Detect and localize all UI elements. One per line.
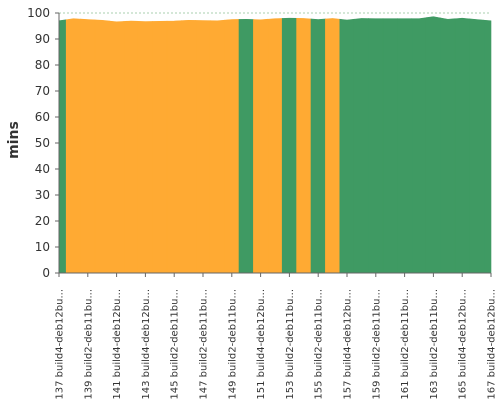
build-band-143 (137, 21, 153, 274)
x-tick-label: #147 build2-deb11bu... (199, 289, 210, 400)
build-band-161 (397, 18, 413, 274)
build-band-141 (109, 20, 125, 274)
x-tick-label: #159 build2-deb11bu... (371, 289, 382, 400)
build-band-152 (267, 18, 283, 274)
x-tick-labels: #137 build4-deb12bu... #139 build2-deb11b… (55, 273, 498, 400)
build-band-144 (152, 20, 168, 274)
build-band-146 (181, 19, 197, 274)
y-tick-labels: 0 10 20 30 40 50 60 70 80 90 100 (27, 6, 59, 280)
y-tick-label: 90 (35, 32, 50, 46)
build-band-155 (310, 18, 326, 274)
y-axis-label: mins (6, 121, 22, 159)
build-band-151 (253, 18, 269, 274)
build-band-154 (296, 18, 312, 274)
build-band-138 (65, 18, 81, 274)
y-tick-label: 60 (35, 110, 50, 124)
build-band-158 (353, 18, 369, 274)
x-tick-label: #139 build2-deb11bu... (83, 289, 94, 400)
y-tick-label: 50 (35, 136, 50, 150)
build-band-167 (483, 19, 492, 274)
build-band-149 (224, 19, 240, 274)
build-bands (58, 16, 492, 274)
build-band-153 (281, 17, 297, 274)
build-band-159 (368, 18, 384, 274)
y-tick-label: 70 (35, 84, 50, 98)
build-band-157 (339, 18, 355, 274)
y-tick-label: 100 (27, 6, 50, 20)
build-band-156 (325, 18, 341, 274)
build-band-150 (238, 18, 254, 274)
build-band-139 (80, 18, 96, 274)
build-band-166 (469, 18, 485, 274)
x-tick-label: #163 build2-deb11bu... (429, 289, 440, 400)
build-band-160 (382, 18, 398, 274)
y-tick-label: 0 (42, 266, 50, 280)
x-tick-label: #161 build2-deb11bu... (400, 289, 411, 400)
build-band-148 (209, 19, 225, 274)
x-tick-label: #143 build4-deb12bu... (141, 289, 152, 400)
y-tick-label: 40 (35, 162, 50, 176)
y-tick-label: 80 (35, 58, 50, 72)
y-tick-label: 30 (35, 188, 50, 202)
x-tick-label: #137 build4-deb12bu... (55, 289, 66, 400)
build-band-147 (195, 20, 211, 274)
build-band-162 (411, 17, 427, 274)
x-tick-label: #165 build4-deb12bu... (458, 289, 469, 400)
x-tick-label: #157 build4-deb12bu... (343, 289, 354, 400)
y-tick-label: 10 (35, 240, 50, 254)
x-tick-label: #167 build4-deb12bu... (487, 289, 498, 400)
x-tick-label: #151 build4-deb12bu... (256, 289, 267, 400)
build-band-145 (166, 20, 182, 274)
y-tick-label: 20 (35, 214, 50, 228)
build-band-142 (123, 20, 139, 274)
x-tick-label: #145 build2-deb11bu... (170, 289, 181, 400)
x-tick-label: #141 build4-deb12bu... (112, 289, 123, 400)
x-tick-label: #149 build2-deb11bu... (227, 289, 238, 400)
build-band-163 (425, 16, 441, 274)
build-band-137 (58, 19, 67, 274)
x-tick-label: #155 build2-deb11bu... (314, 289, 325, 400)
build-band-165 (454, 17, 470, 274)
build-band-164 (440, 17, 456, 274)
x-tick-label: #153 build2-deb11bu... (285, 289, 296, 400)
build-band-140 (94, 19, 110, 274)
